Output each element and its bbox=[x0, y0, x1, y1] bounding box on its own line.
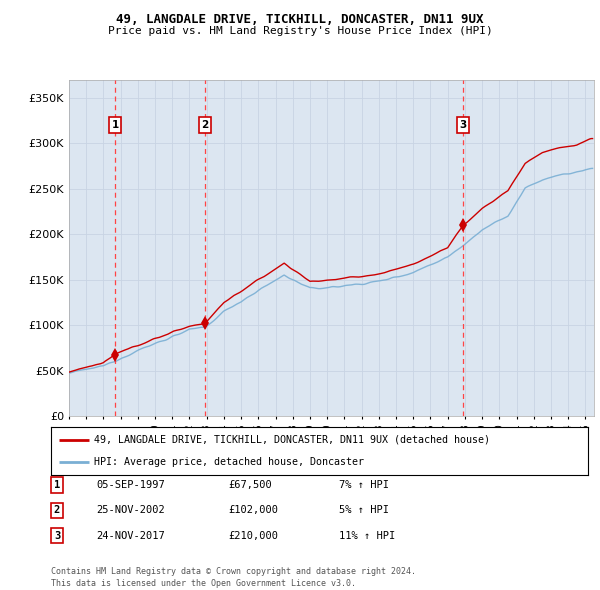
Text: 05-SEP-1997: 05-SEP-1997 bbox=[96, 480, 165, 490]
Text: 3: 3 bbox=[460, 120, 467, 130]
Text: £210,000: £210,000 bbox=[228, 531, 278, 540]
Text: 24-NOV-2017: 24-NOV-2017 bbox=[96, 531, 165, 540]
Text: Price paid vs. HM Land Registry's House Price Index (HPI): Price paid vs. HM Land Registry's House … bbox=[107, 26, 493, 36]
Text: 11% ↑ HPI: 11% ↑ HPI bbox=[339, 531, 395, 540]
Text: Contains HM Land Registry data © Crown copyright and database right 2024.
This d: Contains HM Land Registry data © Crown c… bbox=[51, 568, 416, 588]
Text: 49, LANGDALE DRIVE, TICKHILL, DONCASTER, DN11 9UX: 49, LANGDALE DRIVE, TICKHILL, DONCASTER,… bbox=[116, 13, 484, 26]
Text: £102,000: £102,000 bbox=[228, 506, 278, 515]
Text: 3: 3 bbox=[54, 531, 60, 540]
Text: 5% ↑ HPI: 5% ↑ HPI bbox=[339, 506, 389, 515]
Text: 1: 1 bbox=[54, 480, 60, 490]
Text: 2: 2 bbox=[202, 120, 209, 130]
Text: £67,500: £67,500 bbox=[228, 480, 272, 490]
Text: 7% ↑ HPI: 7% ↑ HPI bbox=[339, 480, 389, 490]
Text: 2: 2 bbox=[54, 506, 60, 515]
Text: HPI: Average price, detached house, Doncaster: HPI: Average price, detached house, Donc… bbox=[94, 457, 364, 467]
Text: 49, LANGDALE DRIVE, TICKHILL, DONCASTER, DN11 9UX (detached house): 49, LANGDALE DRIVE, TICKHILL, DONCASTER,… bbox=[94, 435, 490, 445]
Text: 25-NOV-2002: 25-NOV-2002 bbox=[96, 506, 165, 515]
Text: 1: 1 bbox=[112, 120, 119, 130]
